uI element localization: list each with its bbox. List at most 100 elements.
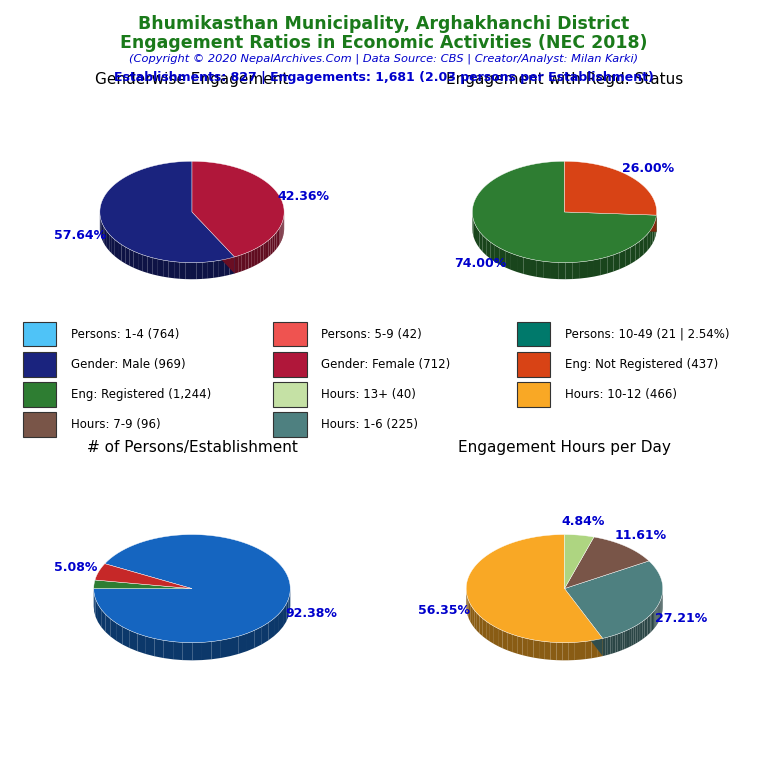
Polygon shape xyxy=(129,249,134,268)
Polygon shape xyxy=(275,233,276,251)
Polygon shape xyxy=(635,625,637,644)
Text: 27.21%: 27.21% xyxy=(655,612,707,625)
Polygon shape xyxy=(474,220,475,240)
FancyBboxPatch shape xyxy=(517,382,550,406)
Polygon shape xyxy=(557,643,562,660)
Polygon shape xyxy=(238,255,242,273)
Polygon shape xyxy=(280,223,282,243)
FancyBboxPatch shape xyxy=(273,352,306,376)
Polygon shape xyxy=(270,237,273,255)
Polygon shape xyxy=(472,607,475,627)
Polygon shape xyxy=(534,640,539,658)
Polygon shape xyxy=(594,259,601,276)
Text: Persons: 10-49 (21 | 2.54%): Persons: 10-49 (21 | 2.54%) xyxy=(564,328,729,341)
Polygon shape xyxy=(472,161,657,263)
Polygon shape xyxy=(517,256,523,274)
Polygon shape xyxy=(214,260,219,278)
Text: 56.35%: 56.35% xyxy=(418,604,470,617)
Polygon shape xyxy=(564,212,657,232)
Polygon shape xyxy=(107,231,109,251)
Polygon shape xyxy=(219,260,224,277)
Polygon shape xyxy=(101,220,102,239)
Polygon shape xyxy=(268,618,274,641)
Polygon shape xyxy=(644,234,647,254)
Polygon shape xyxy=(289,594,290,617)
Polygon shape xyxy=(158,259,163,276)
Polygon shape xyxy=(564,161,657,215)
Polygon shape xyxy=(98,604,101,627)
Polygon shape xyxy=(611,636,613,654)
Polygon shape xyxy=(258,246,260,264)
Polygon shape xyxy=(574,642,580,660)
Polygon shape xyxy=(116,623,123,644)
Polygon shape xyxy=(278,228,280,247)
FancyBboxPatch shape xyxy=(23,322,56,346)
Polygon shape xyxy=(653,611,654,630)
Polygon shape xyxy=(477,228,479,248)
Polygon shape xyxy=(624,631,627,649)
Polygon shape xyxy=(528,639,534,657)
Polygon shape xyxy=(586,641,591,659)
FancyBboxPatch shape xyxy=(273,412,306,437)
Polygon shape xyxy=(164,641,173,660)
Polygon shape xyxy=(192,642,202,660)
Polygon shape xyxy=(263,242,266,260)
Polygon shape xyxy=(192,212,234,273)
Polygon shape xyxy=(130,631,137,651)
FancyBboxPatch shape xyxy=(273,322,306,346)
Polygon shape xyxy=(537,260,544,278)
Text: Hours: 1-6 (225): Hours: 1-6 (225) xyxy=(321,418,419,431)
Polygon shape xyxy=(121,245,125,263)
Text: Establishments: 827 | Engagements: 1,681 (2.03 persons per Establishment): Establishments: 827 | Engagements: 1,681… xyxy=(114,71,654,84)
Polygon shape xyxy=(564,535,594,588)
Polygon shape xyxy=(620,250,625,269)
Polygon shape xyxy=(591,640,598,658)
Polygon shape xyxy=(221,638,230,658)
Polygon shape xyxy=(622,631,624,650)
Polygon shape xyxy=(565,263,573,280)
Polygon shape xyxy=(255,627,262,648)
Polygon shape xyxy=(573,262,580,279)
Polygon shape xyxy=(480,616,483,637)
Polygon shape xyxy=(202,262,208,279)
Polygon shape xyxy=(249,250,252,269)
Text: Hours: 13+ (40): Hours: 13+ (40) xyxy=(321,388,416,401)
Polygon shape xyxy=(654,609,655,628)
Text: Hours: 10-12 (466): Hours: 10-12 (466) xyxy=(564,388,677,401)
Polygon shape xyxy=(614,253,620,271)
Polygon shape xyxy=(617,633,620,652)
Text: 11.61%: 11.61% xyxy=(614,529,667,542)
Polygon shape xyxy=(494,626,498,646)
Text: Gender: Female (712): Gender: Female (712) xyxy=(321,358,451,371)
Polygon shape xyxy=(620,632,622,650)
Polygon shape xyxy=(477,613,480,634)
Polygon shape xyxy=(650,227,653,247)
Polygon shape xyxy=(558,263,565,280)
Polygon shape xyxy=(245,252,249,270)
Polygon shape xyxy=(163,260,169,277)
Text: 92.38%: 92.38% xyxy=(286,607,337,620)
Polygon shape xyxy=(94,594,95,617)
Polygon shape xyxy=(279,609,283,631)
Text: 26.00%: 26.00% xyxy=(622,162,674,175)
Polygon shape xyxy=(94,580,192,588)
Polygon shape xyxy=(580,641,586,660)
Polygon shape xyxy=(94,535,290,643)
Text: Bhumikasthan Municipality, Arghakhanchi District: Bhumikasthan Municipality, Arghakhanchi … xyxy=(138,15,630,33)
Polygon shape xyxy=(544,261,551,279)
Polygon shape xyxy=(607,255,614,273)
Polygon shape xyxy=(640,238,644,258)
Polygon shape xyxy=(654,219,656,240)
Text: (Copyright © 2020 NepalArchives.Com | Data Source: CBS | Creator/Analyst: Milan : (Copyright © 2020 NepalArchives.Com | Da… xyxy=(130,54,638,65)
Polygon shape xyxy=(644,619,646,637)
Polygon shape xyxy=(143,255,147,273)
Polygon shape xyxy=(174,262,180,279)
Polygon shape xyxy=(598,638,603,657)
Polygon shape xyxy=(637,624,639,643)
Polygon shape xyxy=(183,642,192,660)
Polygon shape xyxy=(482,235,486,255)
Polygon shape xyxy=(539,641,545,659)
Text: 74.00%: 74.00% xyxy=(455,257,507,270)
Polygon shape xyxy=(490,242,495,262)
Polygon shape xyxy=(105,614,111,637)
